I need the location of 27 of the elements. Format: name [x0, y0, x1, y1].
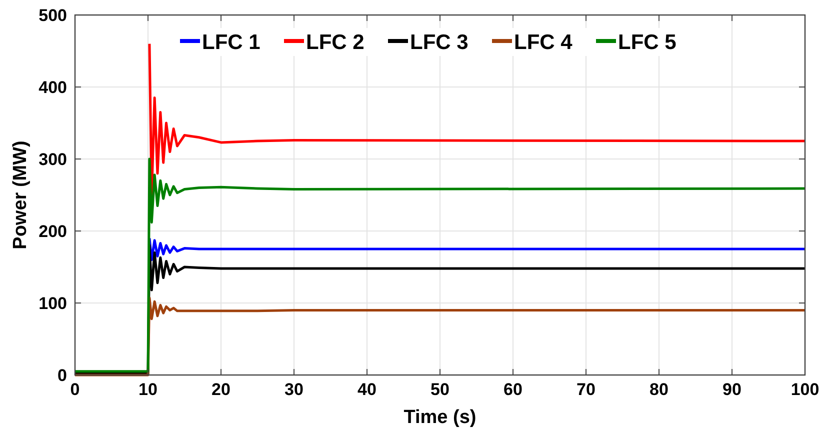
x-tick-label: 50 — [430, 380, 450, 399]
x-tick-label: 20 — [212, 380, 230, 399]
legend-label: LFC 5 — [618, 31, 677, 54]
legend-label: LFC 2 — [306, 31, 364, 54]
y-tick-label: 300 — [38, 150, 67, 169]
y-tick-label: 100 — [38, 294, 67, 313]
legend-label: LFC 4 — [514, 31, 573, 54]
line-series — [148, 236, 806, 262]
x-axis-title: Time (s) — [404, 407, 476, 428]
x-tick-label: 10 — [138, 380, 158, 399]
y-tick-label: 200 — [38, 222, 67, 241]
legend-label: LFC 3 — [410, 31, 468, 54]
y-axis-title: Power (MW) — [10, 140, 31, 250]
x-tick-label: 90 — [722, 380, 742, 399]
y-tick-label: 500 — [38, 6, 67, 25]
x-tick-label: 0 — [70, 380, 80, 399]
x-tick-label: 80 — [650, 380, 668, 399]
x-tick-label: 100 — [790, 380, 820, 399]
x-tick-label: 70 — [576, 380, 596, 399]
y-tick-label: 0 — [58, 366, 67, 385]
line-series — [74, 158, 806, 373]
x-tick-label: 60 — [504, 380, 522, 399]
legend-label: LFC 1 — [202, 31, 261, 54]
y-tick-label: 400 — [38, 78, 67, 97]
x-tick-label: 40 — [358, 380, 376, 399]
x-tick-label: 30 — [284, 380, 304, 399]
line-series — [74, 296, 806, 376]
